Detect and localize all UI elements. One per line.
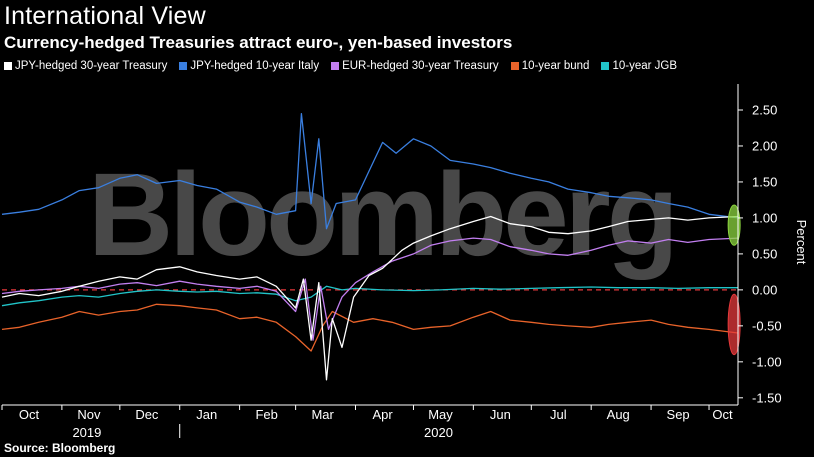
year-label: 2019	[72, 425, 101, 440]
chart-subtitle: Currency-hedged Treasuries attract euro-…	[4, 33, 513, 52]
legend-item: EUR-hedged 30-year Treasury	[331, 60, 499, 72]
x-tick-label: Oct	[19, 407, 40, 422]
x-tick-label: May	[428, 407, 453, 422]
legend-swatch	[4, 62, 12, 70]
year-label: 2020	[424, 425, 453, 440]
x-tick-label: Nov	[77, 407, 101, 422]
legend-label: 10-year JGB	[612, 60, 678, 72]
x-tick-label: Dec	[135, 407, 159, 422]
series-line-4	[1, 285, 738, 307]
legend-swatch	[331, 62, 340, 70]
y-tick-label: -1.50	[752, 390, 782, 405]
y-tick-label: -1.00	[752, 354, 782, 369]
legend-label: JPY-hedged 30-year Treasury	[15, 60, 168, 72]
x-tick-label: Mar	[311, 407, 334, 422]
legend-label: JPY-hedged 10-year Italy	[190, 60, 320, 72]
legend-item: 10-year bund	[510, 60, 590, 72]
y-tick-label: -0.50	[752, 318, 782, 333]
x-tick-label: Sep	[667, 407, 690, 422]
legend-swatch	[601, 62, 610, 70]
series-line-2	[1, 237, 739, 341]
y-tick-label: 2.50	[752, 102, 777, 117]
legend-item: 10-year JGB	[601, 60, 677, 72]
chart-legend: JPY-hedged 30-year Treasury JPY-hedged 10…	[4, 60, 689, 72]
y-axis-label: Percent	[794, 220, 809, 265]
chart-title: International View	[4, 2, 206, 30]
legend-item: JPY-hedged 10-year Italy	[179, 60, 319, 72]
highlight-ellipse-1	[727, 293, 741, 356]
x-tick-label: Feb	[255, 407, 277, 422]
x-tick-label: Oct	[712, 407, 733, 422]
bloomberg-watermark: Bloomberg	[88, 149, 675, 281]
y-tick-label: 1.00	[752, 210, 777, 225]
legend-label: EUR-hedged 30-year Treasury	[342, 60, 499, 72]
y-tick-label: 0.00	[752, 282, 777, 297]
source-note: Source: Bloomberg	[4, 441, 116, 455]
x-tick-label: Apr	[372, 407, 393, 422]
series-line-3	[1, 303, 739, 352]
x-tick-label: Jan	[196, 407, 217, 422]
x-tick-label: Jul	[550, 407, 567, 422]
highlight-ellipse-0	[727, 204, 741, 246]
legend-swatch	[510, 62, 519, 70]
y-tick-label: 1.50	[752, 174, 777, 189]
y-tick-label: 2.00	[752, 138, 777, 153]
x-tick-label: Aug	[607, 407, 630, 422]
series-line-0	[1, 215, 739, 381]
y-tick-label: 0.50	[752, 246, 777, 261]
series-line-1	[1, 112, 739, 230]
legend-swatch	[179, 62, 188, 70]
legend-label: 10-year bund	[521, 60, 590, 72]
x-tick-label: Jun	[490, 407, 511, 422]
legend-item: JPY-hedged 30-year Treasury	[4, 60, 167, 72]
